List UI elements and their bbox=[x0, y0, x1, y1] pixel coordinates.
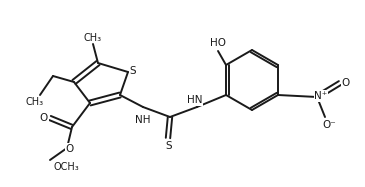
Text: O: O bbox=[342, 78, 350, 88]
Text: O: O bbox=[40, 113, 48, 123]
Text: S: S bbox=[130, 66, 136, 76]
Text: HO: HO bbox=[210, 38, 226, 48]
Text: HN: HN bbox=[187, 95, 203, 105]
Text: NH: NH bbox=[135, 115, 151, 125]
Text: CH₃: CH₃ bbox=[84, 33, 102, 43]
Text: OCH₃: OCH₃ bbox=[53, 162, 79, 172]
Text: N⁺: N⁺ bbox=[314, 91, 328, 101]
Text: CH₃: CH₃ bbox=[26, 97, 44, 107]
Text: O: O bbox=[66, 144, 74, 154]
Text: S: S bbox=[166, 141, 172, 151]
Text: O⁻: O⁻ bbox=[322, 120, 336, 130]
